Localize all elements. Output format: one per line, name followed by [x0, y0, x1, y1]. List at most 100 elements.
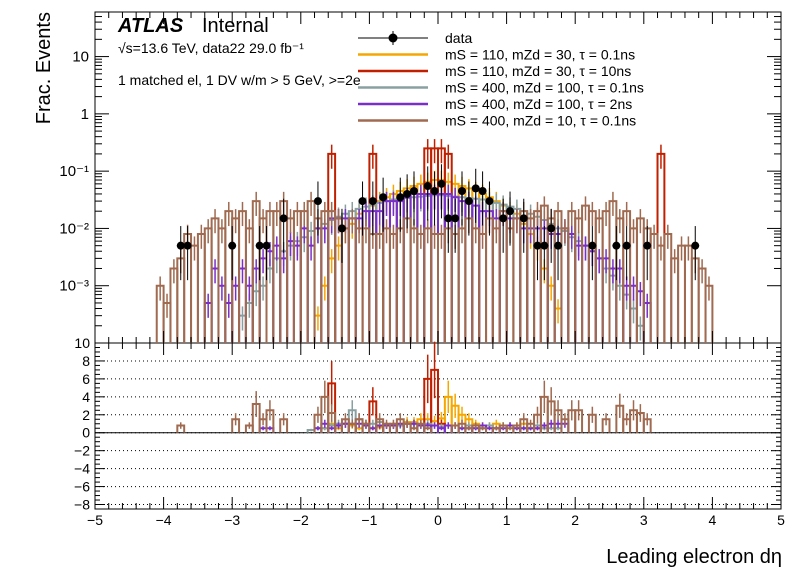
main-series-bin — [203, 227, 213, 343]
x-tick-label: 3 — [640, 512, 648, 528]
data-point — [499, 214, 508, 223]
main-series-bin — [388, 198, 398, 343]
data-point — [423, 182, 432, 191]
main-series-bin — [368, 232, 378, 343]
main-series-bin — [340, 227, 350, 343]
data-point — [183, 241, 192, 250]
data-point — [547, 224, 556, 233]
main-series-bin — [272, 210, 282, 343]
main-series-bin — [196, 232, 206, 343]
axes-layer: 10⁻³ 10⁻² 10⁻¹ 1 10 −5 −4 −3 −2 −1 0 1 2 3 4 5 −8 −6 −4 −2 0… — [59, 12, 785, 528]
data-point — [458, 187, 467, 196]
internal-label: Internal — [202, 15, 269, 37]
main-series-bin — [491, 227, 501, 343]
main-series-bin — [594, 217, 604, 343]
data-point — [478, 187, 487, 196]
x-tick-label: 4 — [709, 512, 717, 528]
x-tick-label: 5 — [777, 512, 785, 528]
main-y-tick-label: 10⁻¹ — [59, 163, 89, 180]
main-series-layer — [155, 139, 714, 343]
main-series-bin — [347, 222, 357, 343]
main-series-bin — [437, 232, 446, 343]
data-point — [464, 197, 473, 206]
main-series-bin — [361, 227, 371, 343]
main-series-bin — [471, 227, 481, 343]
data-point — [228, 241, 237, 250]
data-point — [533, 241, 542, 250]
main-series-bin — [485, 217, 494, 343]
data-point — [444, 214, 453, 223]
main-series-bin — [560, 230, 570, 343]
data-point — [506, 207, 515, 216]
main-series-bin — [354, 227, 364, 343]
data-point — [262, 241, 271, 250]
main-series-bin — [334, 215, 343, 343]
main-series-bin — [478, 232, 488, 343]
main-series-bin — [388, 200, 398, 343]
main-series-bin — [224, 210, 234, 343]
ratio-y-tick-label: −2 — [74, 443, 90, 459]
main-series-bin — [375, 232, 385, 343]
data-point — [337, 224, 346, 233]
main-series-bin — [416, 195, 426, 343]
main-series-bin — [340, 227, 350, 343]
main-series-bin — [382, 196, 391, 343]
x-axis-label: Leading electron dη — [606, 546, 782, 568]
main-series-bin — [526, 232, 536, 343]
main-series-bin — [382, 227, 391, 343]
main-series-bin — [512, 217, 522, 343]
legend-label: mS = 400, mZd = 100, τ = 0.1ns — [445, 80, 644, 96]
data-point — [622, 241, 631, 250]
data-point — [691, 241, 700, 250]
y-axis-label: Frac. Events — [33, 12, 55, 124]
data-point — [255, 241, 264, 250]
data-point — [409, 187, 418, 196]
data-point — [358, 197, 367, 206]
ratio-y-tick-label: −4 — [74, 461, 90, 477]
main-series-bin — [388, 192, 398, 343]
x-tick-label: −5 — [87, 512, 103, 528]
data-point — [279, 214, 288, 223]
data-point — [176, 241, 185, 250]
main-series-bin — [512, 217, 522, 343]
main-series-bin — [649, 232, 659, 343]
data-point — [430, 187, 439, 196]
main-series-bin — [416, 232, 426, 343]
main-series-bin — [416, 192, 426, 343]
ratio-y-tick-label: 8 — [82, 353, 90, 369]
main-series-bin — [299, 236, 309, 343]
legend-label: mS = 400, mZd = 100, τ = 2ns — [445, 96, 632, 112]
data-point — [588, 241, 597, 250]
main-y-tick-label: 10⁻³ — [59, 278, 89, 295]
data-point — [612, 241, 621, 250]
main-series-bin — [430, 232, 439, 343]
x-tick-label: −1 — [361, 512, 377, 528]
ratio-y-tick-label: −6 — [74, 479, 90, 495]
ratio-y-tick-label: 4 — [82, 389, 90, 405]
data-point — [379, 193, 388, 202]
main-series-bin — [327, 219, 337, 343]
legend-label: mS = 400, mZd = 10, τ = 0.1ns — [445, 113, 636, 129]
data-point — [485, 197, 494, 206]
data-point — [540, 241, 549, 250]
data-point — [519, 214, 528, 223]
data-point — [403, 189, 412, 198]
legend-label: mS = 110, mZd = 30, τ = 10ns — [445, 63, 631, 79]
data-points-layer — [176, 164, 700, 281]
data-point — [437, 179, 446, 188]
data-point — [396, 193, 405, 202]
main-y-tick-label: 1 — [81, 106, 89, 123]
main-series-bin — [327, 152, 337, 343]
x-tick-label: −3 — [224, 512, 240, 528]
ratio-series-layer — [176, 341, 652, 433]
main-y-tick-label: 10 — [72, 49, 89, 66]
main-series-bin — [663, 232, 673, 343]
main-series-bin — [567, 236, 577, 343]
main-series-bin — [327, 217, 337, 343]
main-series-bin — [464, 217, 474, 343]
data-point — [471, 184, 480, 193]
ratio-y-tick-label: 10 — [74, 335, 90, 351]
main-series-bin — [457, 227, 467, 343]
main-series-bin — [409, 227, 419, 343]
main-y-tick-label: 10⁻² — [59, 220, 89, 237]
